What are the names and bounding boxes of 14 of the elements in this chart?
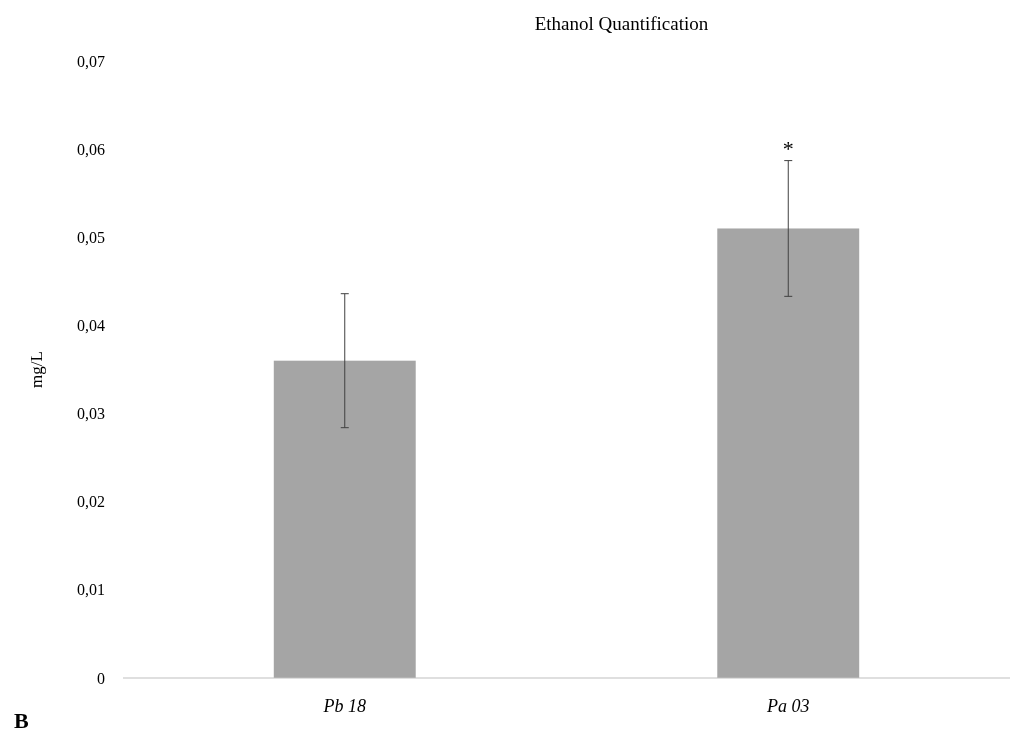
y-tick-label: 0,05: [77, 228, 105, 246]
y-tick-label: 0,03: [77, 405, 105, 423]
chart-title: Ethanol Quantification: [534, 13, 709, 34]
y-tick-label: 0: [97, 669, 105, 687]
y-tick-label: 0,07: [77, 52, 105, 70]
x-tick-label: Pa 03: [766, 696, 810, 716]
y-tick-label: 0,02: [77, 493, 105, 511]
annotation: *: [782, 135, 794, 161]
y-tick-label: 0,06: [77, 140, 105, 158]
text: B: [14, 708, 29, 733]
y-tick-label: 0,04: [77, 317, 105, 335]
y-tick-label: 0,01: [77, 581, 105, 599]
y-axis-title: mg/L: [27, 351, 46, 388]
x-tick-label: Pb 18: [322, 696, 366, 716]
